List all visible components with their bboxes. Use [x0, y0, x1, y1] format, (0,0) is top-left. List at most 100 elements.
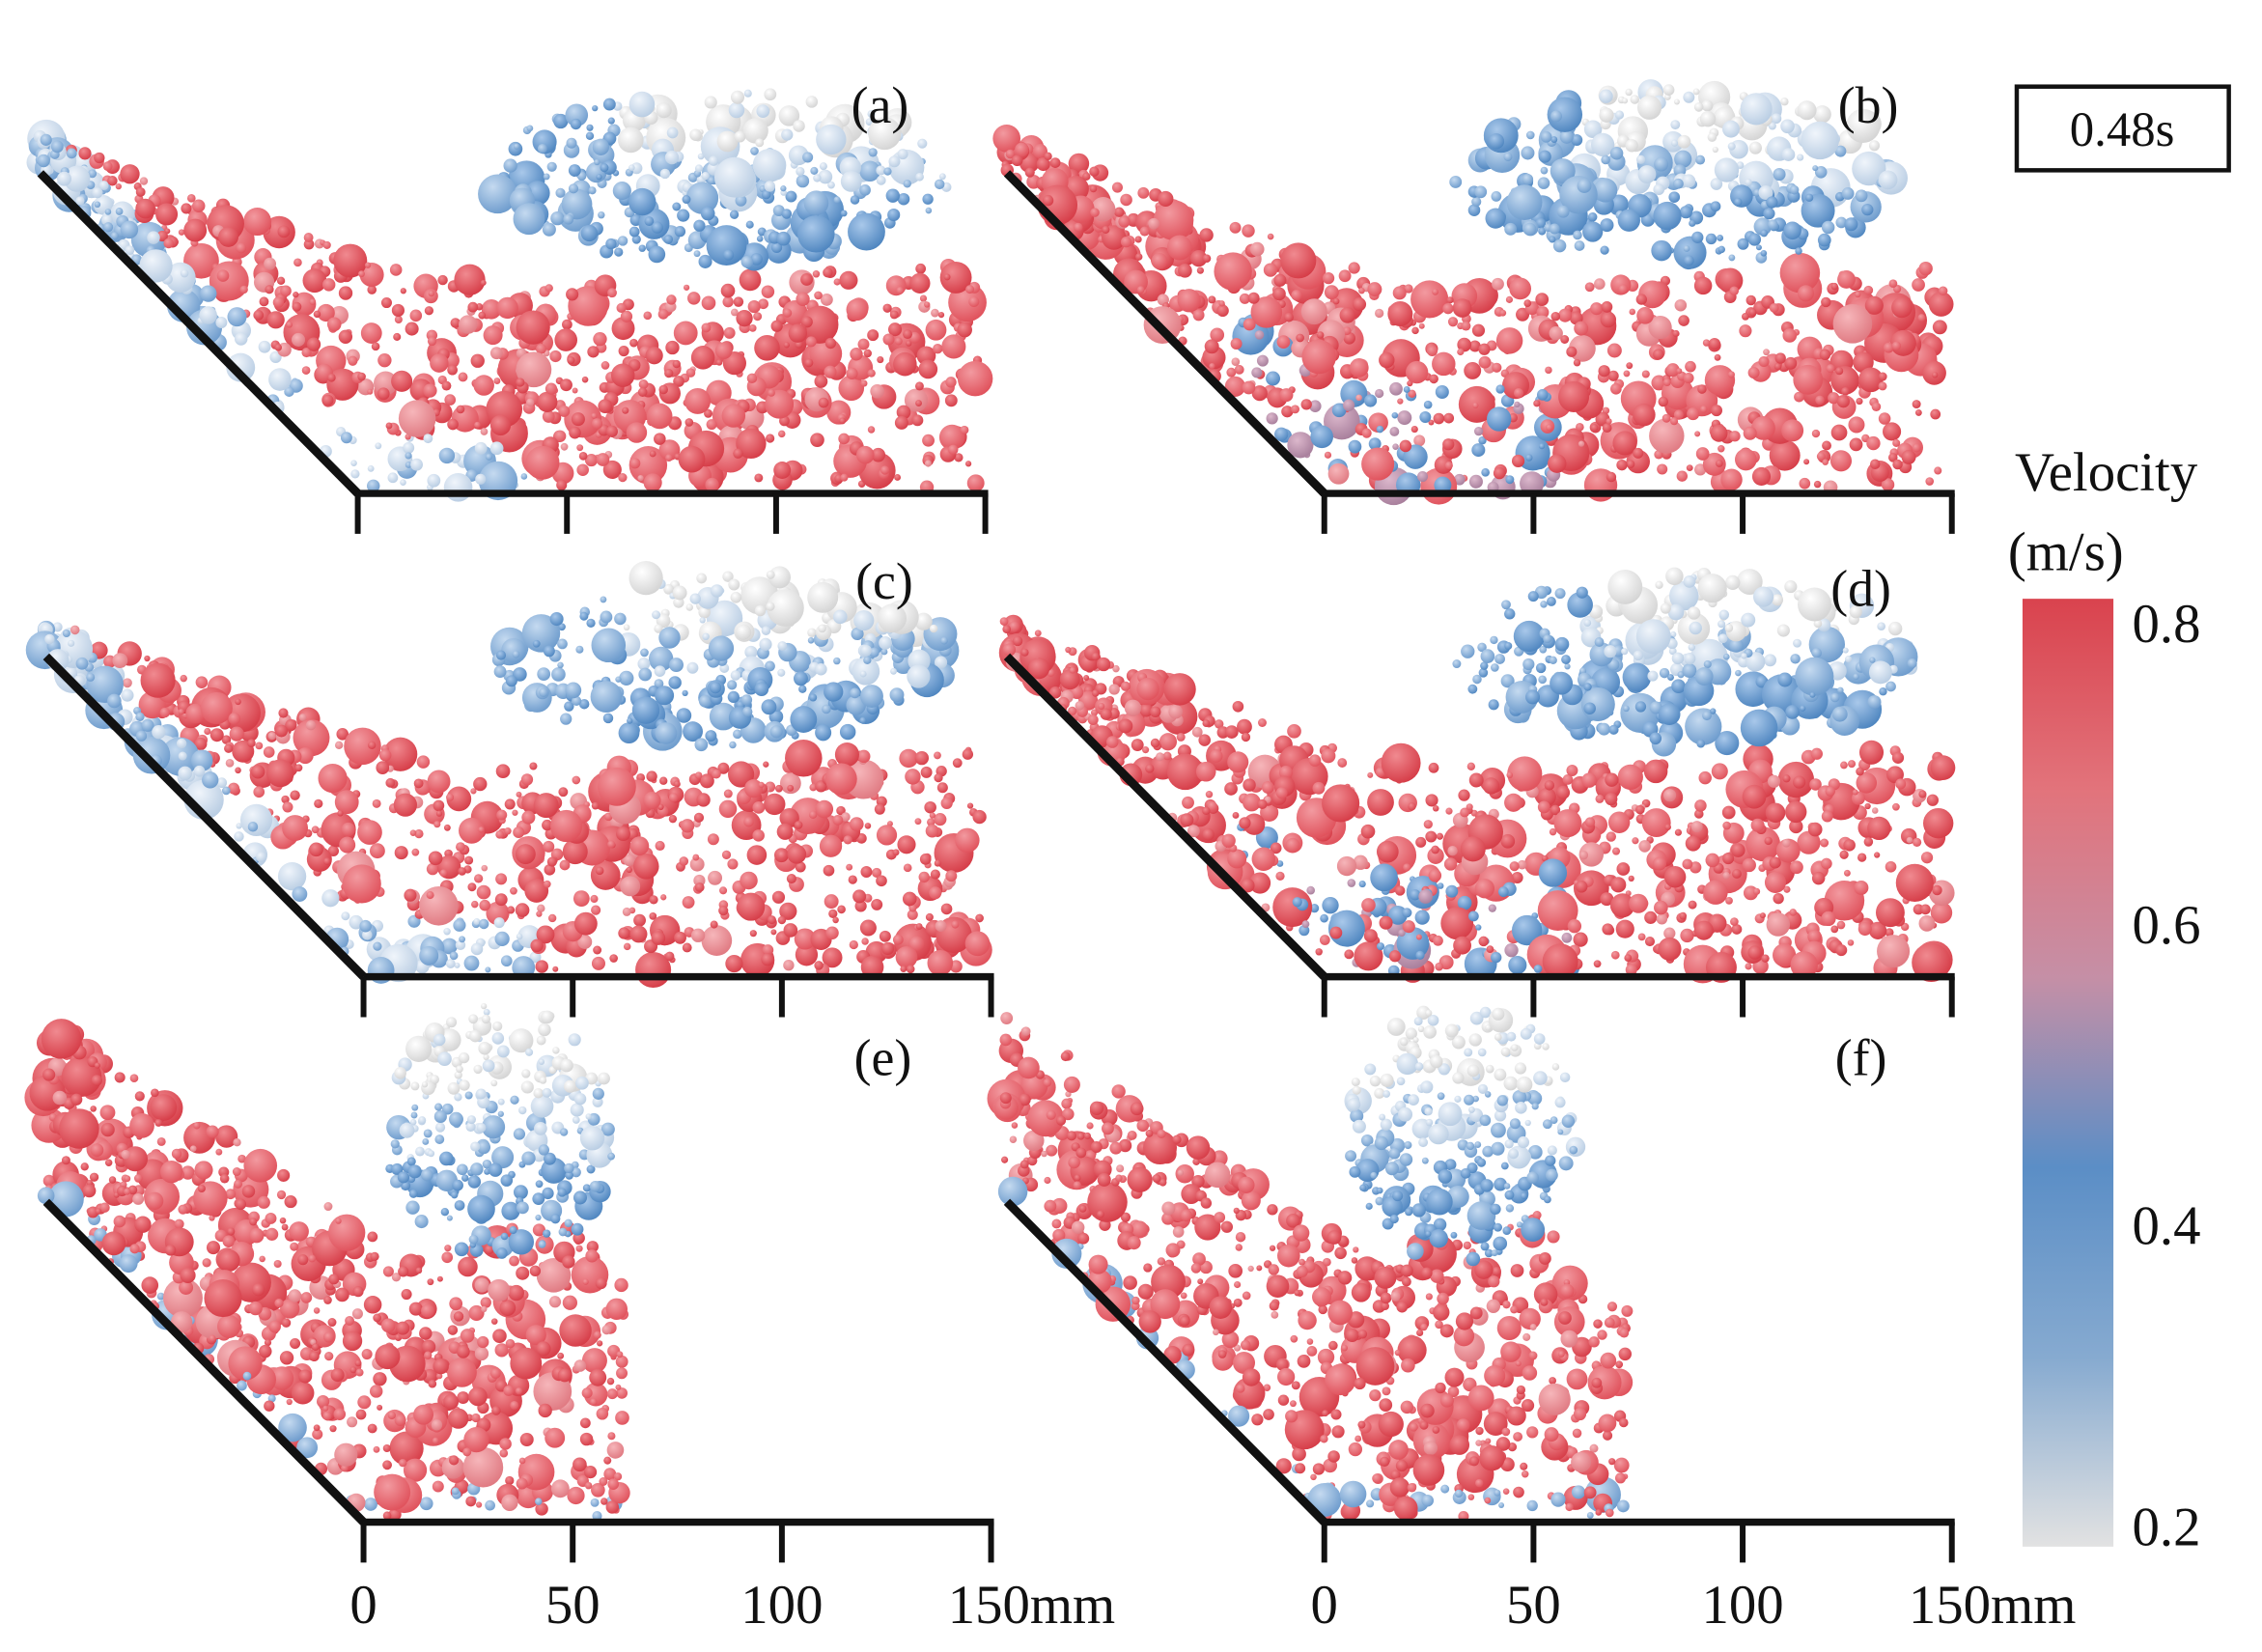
particle [1763, 208, 1775, 220]
particle [678, 445, 706, 473]
particle [685, 603, 693, 611]
particle [1907, 658, 1917, 669]
particle [1702, 452, 1726, 476]
particle [1239, 817, 1251, 829]
particle [1641, 370, 1650, 378]
particle [1467, 204, 1481, 217]
particle [1005, 149, 1016, 159]
particle [643, 791, 661, 810]
particle [1660, 602, 1671, 614]
particle [293, 292, 299, 298]
particle [733, 448, 743, 459]
particle [272, 296, 285, 308]
particle [701, 295, 716, 311]
particle [1837, 686, 1844, 694]
particle [1136, 286, 1145, 294]
particle [593, 332, 607, 347]
particle [1730, 843, 1745, 857]
particle [876, 175, 886, 185]
particle [364, 262, 372, 268]
particle [1376, 942, 1385, 951]
particle [183, 218, 208, 242]
particle [394, 315, 403, 324]
particle [1251, 367, 1263, 378]
particle [1635, 804, 1645, 815]
particle [370, 1251, 379, 1262]
particle [1829, 450, 1853, 472]
particle [957, 360, 993, 397]
particle [52, 622, 63, 632]
particle [1777, 672, 1793, 687]
particle [1857, 367, 1884, 393]
particle [224, 743, 234, 753]
particle [924, 301, 931, 308]
particle [710, 920, 718, 929]
particle [428, 290, 435, 297]
particle [1676, 368, 1683, 375]
particle [614, 247, 624, 257]
particle [796, 174, 810, 188]
particle [367, 464, 375, 472]
particle [1895, 863, 1934, 902]
particle [200, 285, 217, 302]
particle [536, 910, 543, 917]
particle [730, 670, 741, 681]
particle [1637, 165, 1657, 183]
particle [1621, 648, 1629, 656]
particle [1227, 751, 1249, 773]
particle [464, 855, 474, 865]
particle [1545, 366, 1552, 375]
particle [849, 939, 858, 950]
particle [357, 372, 366, 381]
particle [603, 1456, 612, 1465]
particle [619, 670, 634, 686]
particle [1322, 784, 1360, 823]
particle [925, 207, 933, 214]
particle [902, 891, 917, 907]
particle [61, 1156, 70, 1165]
particle [1578, 851, 1589, 860]
particle [1522, 173, 1534, 185]
particle [840, 210, 848, 217]
particle [1478, 936, 1489, 947]
particle [342, 864, 381, 904]
particle [1436, 832, 1444, 840]
particle [685, 368, 696, 378]
particle [371, 342, 380, 351]
particle [385, 777, 396, 788]
particle [542, 410, 555, 423]
particle [1794, 391, 1804, 403]
particle [706, 419, 717, 431]
particle [1822, 459, 1829, 465]
particle [1284, 312, 1294, 322]
particle [1656, 913, 1668, 925]
particle [1834, 145, 1847, 157]
particle [1888, 279, 1898, 288]
particle [1599, 89, 1613, 103]
particle [463, 955, 480, 971]
particle [160, 1161, 183, 1184]
particle [1583, 619, 1592, 627]
particle [1247, 292, 1260, 304]
particle [296, 747, 314, 765]
particle [525, 398, 535, 406]
particle [709, 682, 722, 694]
particle [1687, 606, 1701, 620]
particle [1629, 308, 1636, 316]
particle [1182, 796, 1194, 809]
particle [767, 915, 776, 925]
particle [549, 612, 564, 627]
particle [1425, 830, 1438, 843]
particle [1868, 660, 1892, 685]
particle [1673, 409, 1684, 420]
particle [606, 1388, 618, 1400]
particle [920, 766, 933, 778]
particle [1633, 403, 1656, 427]
particle [1722, 872, 1730, 880]
particle [727, 690, 740, 704]
particle [892, 849, 900, 856]
particle [414, 828, 424, 839]
particle [1760, 229, 1769, 238]
particle [367, 1423, 377, 1434]
particle [840, 473, 849, 482]
